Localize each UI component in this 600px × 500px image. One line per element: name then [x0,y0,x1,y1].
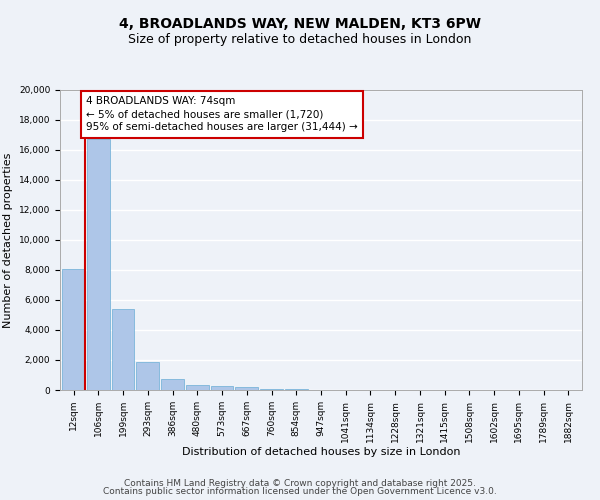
Text: Size of property relative to detached houses in London: Size of property relative to detached ho… [128,32,472,46]
Text: Contains HM Land Registry data © Crown copyright and database right 2025.: Contains HM Land Registry data © Crown c… [124,478,476,488]
Text: Contains public sector information licensed under the Open Government Licence v3: Contains public sector information licen… [103,487,497,496]
Bar [112,309,134,390]
Bar [260,388,283,390]
X-axis label: Distribution of detached houses by size in London: Distribution of detached houses by size … [182,448,460,458]
Bar [161,379,184,390]
Bar [211,386,233,390]
Bar [136,362,159,390]
Bar [62,268,85,390]
Bar [285,389,308,390]
Bar [186,385,209,390]
Y-axis label: Number of detached properties: Number of detached properties [3,152,13,328]
Bar [87,140,110,390]
Text: 4 BROADLANDS WAY: 74sqm
← 5% of detached houses are smaller (1,720)
95% of semi-: 4 BROADLANDS WAY: 74sqm ← 5% of detached… [86,96,358,132]
Bar [235,387,258,390]
Text: 4, BROADLANDS WAY, NEW MALDEN, KT3 6PW: 4, BROADLANDS WAY, NEW MALDEN, KT3 6PW [119,18,481,32]
